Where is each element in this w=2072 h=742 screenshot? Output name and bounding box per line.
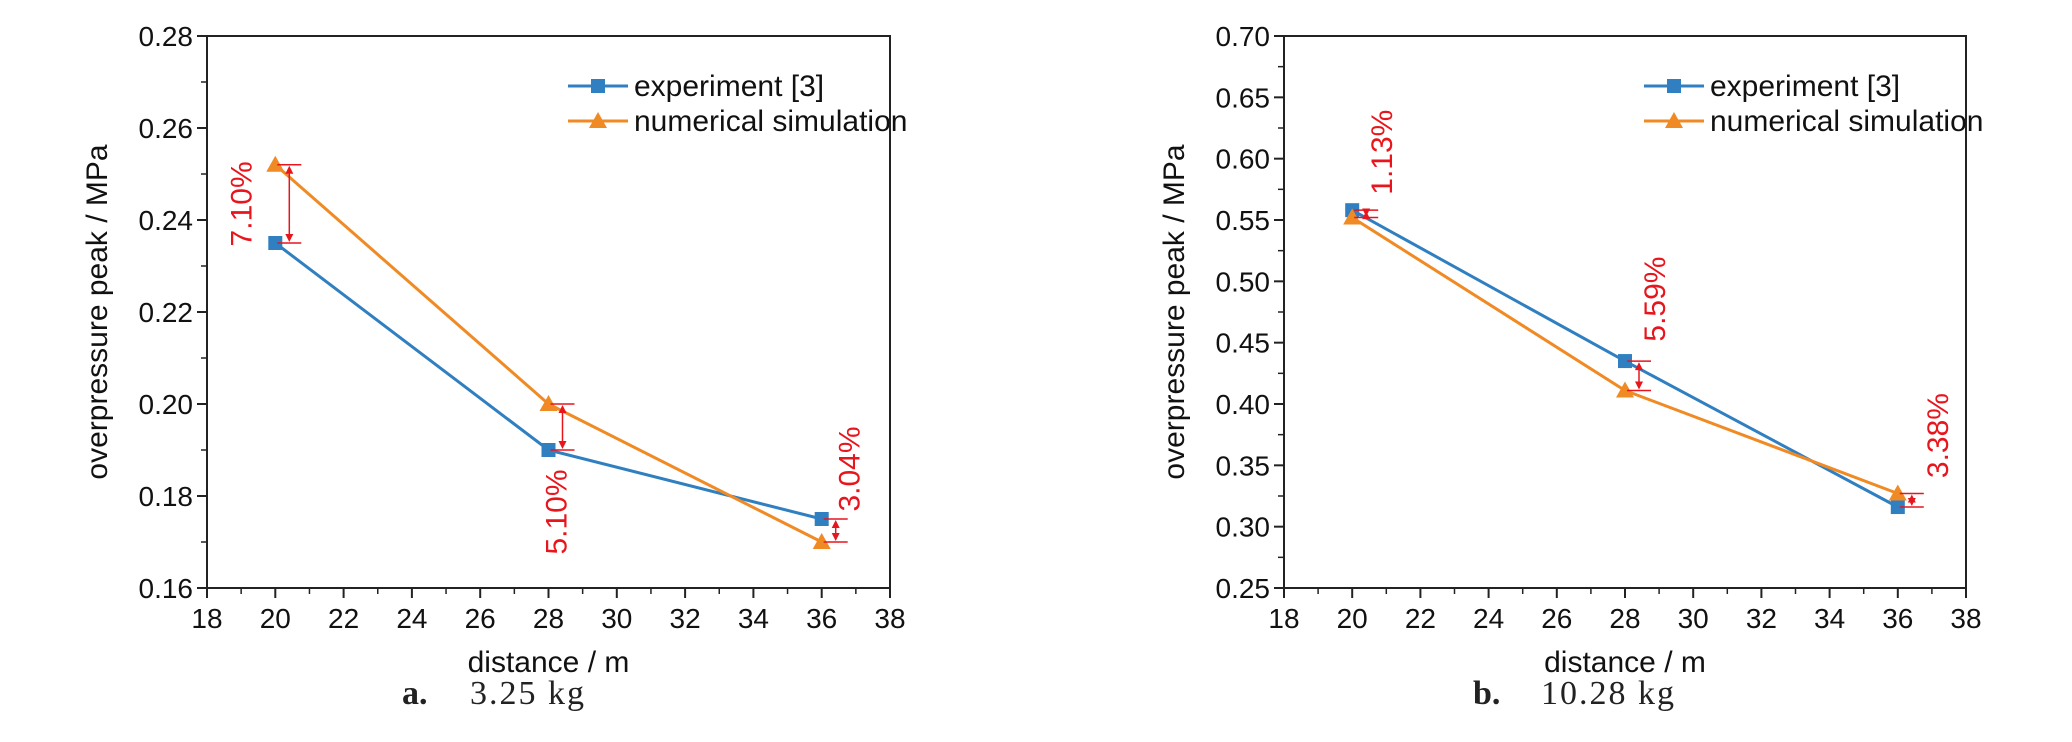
x-tick-label: 18	[191, 603, 222, 634]
annotation-label: 5.10%	[541, 469, 574, 554]
x-tick-label: 38	[1950, 603, 1981, 634]
data-point-square	[541, 443, 556, 457]
legend-marker-square	[591, 79, 605, 93]
y-tick-label: 0.18	[139, 481, 194, 512]
legend-marker-square	[1667, 79, 1681, 93]
data-point-triangle	[266, 155, 285, 172]
annotation-label: 3.04%	[834, 426, 867, 511]
x-tick-label: 38	[874, 603, 905, 634]
annotation-arrow-down	[558, 441, 567, 449]
y-tick-label: 0.40	[1216, 389, 1271, 420]
legend-marker-triangle	[589, 112, 607, 128]
x-axis-label: distance / m	[468, 646, 630, 679]
x-tick-label: 22	[328, 603, 359, 634]
y-tick-label: 0.26	[139, 113, 194, 144]
data-point-triangle	[539, 395, 558, 411]
x-tick-label: 30	[1678, 603, 1709, 634]
panel-caption-letter: a.	[402, 675, 428, 712]
x-tick-label: 28	[1609, 603, 1640, 634]
annotation-arrow-up	[285, 165, 294, 174]
chart-panel-b: 18 20 22 24 26 28 30 32 34 36 38 0.25 0.30 0.35 0.40 0.…	[1158, 21, 1983, 712]
x-tick-label: 22	[1405, 603, 1436, 634]
y-tick-label: 0.24	[139, 205, 194, 236]
y-axis-label: overpressure peak / MPa	[1158, 144, 1191, 479]
x-tick-label: 34	[1814, 603, 1845, 634]
x-axis-label: distance / m	[1544, 646, 1706, 679]
x-tick-label: 24	[396, 603, 427, 634]
y-tick-label: 0.28	[139, 21, 194, 52]
y-tick-label: 0.16	[139, 573, 194, 604]
data-point-square	[814, 512, 829, 526]
legend-label: numerical simulation	[1710, 105, 1983, 138]
legend-marker-triangle	[1665, 112, 1683, 128]
y-tick-label: 0.50	[1216, 266, 1271, 297]
y-tick-label: 0.60	[1216, 144, 1271, 175]
x-tick-label: 26	[1541, 603, 1572, 634]
y-tick-label: 0.20	[139, 389, 194, 420]
panel-caption-text: 3.25 kg	[470, 675, 586, 712]
annotation-arrow-up	[831, 520, 840, 528]
legend-label: experiment [3]	[1710, 70, 1900, 103]
panel-caption-text: 10.28 kg	[1541, 675, 1676, 712]
x-tick-label: 26	[465, 603, 496, 634]
annotation-label: 1.13%	[1366, 110, 1399, 195]
data-point-triangle	[1888, 484, 1907, 501]
y-tick-label: 0.30	[1216, 512, 1271, 543]
x-tick-label: 20	[1337, 603, 1368, 634]
chart-panel-a: 18 20 22 24 26 28 30 32 34 36 38 0.16 0.18 0.20 0.22 0.…	[81, 21, 907, 712]
x-tick-label: 36	[806, 603, 837, 634]
y-tick-label: 0.55	[1216, 205, 1271, 236]
annotation-arrow-down	[1362, 208, 1371, 217]
data-point-square	[268, 236, 283, 250]
annotation-label: 7.10%	[225, 161, 258, 246]
y-tick-label: 0.70	[1216, 21, 1271, 52]
x-tick-label: 34	[738, 603, 769, 634]
y-axis-label: overpressure peak / MPa	[81, 144, 114, 479]
x-tick-label: 30	[601, 603, 632, 634]
annotation-arrow-up	[558, 405, 567, 413]
x-tick-label: 32	[670, 603, 701, 634]
annotation-arrow-up	[1635, 362, 1643, 371]
y-tick-label: 0.25	[1216, 573, 1271, 604]
x-tick-label: 36	[1882, 603, 1913, 634]
legend-label: numerical simulation	[634, 105, 907, 138]
data-point-triangle	[1343, 208, 1362, 225]
legend-label: experiment [3]	[634, 70, 824, 103]
x-tick-label: 32	[1746, 603, 1777, 634]
data-point-square	[1890, 500, 1905, 515]
y-tick-label: 0.45	[1216, 328, 1271, 359]
annotation-label: 5.59%	[1639, 257, 1672, 342]
x-tick-label: 24	[1473, 603, 1504, 634]
x-tick-label: 28	[533, 603, 564, 634]
data-point-triangle	[1616, 381, 1634, 398]
data-point-square	[1618, 354, 1632, 369]
annotation-arrow-down	[831, 533, 840, 541]
panel-caption-letter: b.	[1473, 675, 1500, 712]
y-tick-label: 0.22	[139, 297, 194, 328]
annotation-label: 3.38%	[1922, 393, 1955, 478]
annotation-arrow-down	[1635, 381, 1643, 390]
y-tick-label: 0.35	[1216, 450, 1271, 481]
y-tick-label: 0.65	[1216, 82, 1271, 113]
data-point-triangle	[812, 533, 831, 549]
annotation-arrow-down	[1907, 498, 1916, 507]
x-tick-label: 20	[260, 603, 291, 634]
x-tick-label: 18	[1268, 603, 1299, 634]
annotation-arrow-down	[285, 234, 294, 242]
